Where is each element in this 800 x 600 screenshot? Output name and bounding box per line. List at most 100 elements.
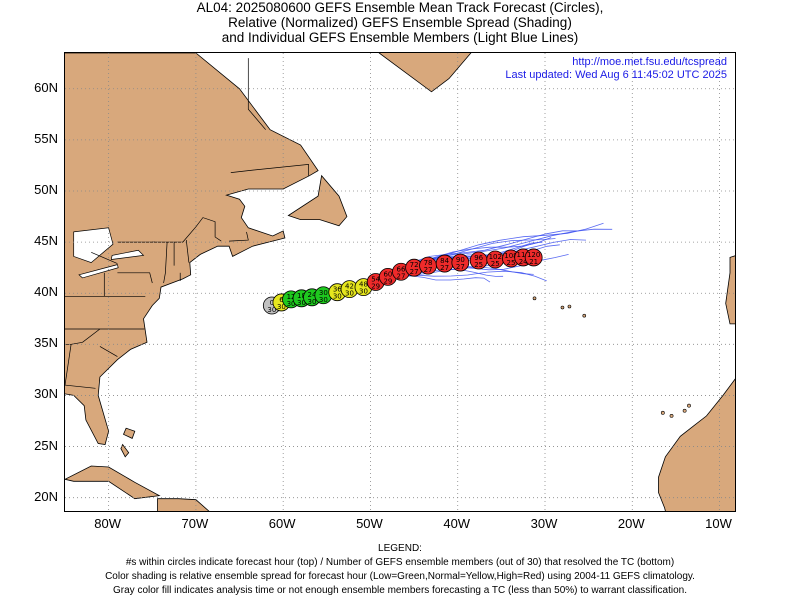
track-forecast-hour: 48 (359, 281, 368, 289)
track-member-count: 30 (319, 296, 328, 304)
credit-url: http://moe.met.fsu.edu/tcspread (572, 56, 727, 68)
canary-island (669, 413, 674, 418)
map-canvas: 0306301230183024303030363042304830542960… (65, 53, 735, 511)
cuba-land (65, 465, 161, 500)
track-forecast-hour: 12 (287, 293, 296, 301)
track-circle-shape (524, 248, 543, 267)
lat-tick-label: 30N (34, 386, 58, 402)
track-forecast-hour: 66 (397, 265, 406, 273)
lat-tick-label: 50N (34, 182, 58, 197)
map-panel: 0 30 6 30 12 30 18 30 24 30 30 30 36 30 42 30 48 30 54 29 60… (64, 52, 736, 512)
track-forecast-hour: 120 (527, 251, 540, 259)
track-member-count: 24 (519, 258, 528, 266)
political-borders (65, 58, 309, 389)
lat-tick-label: 35N (34, 335, 58, 351)
great-lake (78, 264, 119, 279)
lat-tick-label: 20N (34, 488, 58, 504)
track-forecast-hour: 18 (297, 292, 306, 300)
border-line (99, 346, 118, 357)
legend-line-1: #s within circles indicate forecast hour… (125, 557, 675, 568)
track-member-count: 30 (345, 290, 354, 298)
border-line (185, 240, 190, 263)
last-updated: Last updated: Wed Aug 6 11:45:02 UTC 202… (505, 69, 727, 81)
lon-tick-label: 30W (530, 516, 558, 531)
africa-land (658, 378, 735, 511)
track-forecast-hour: 84 (440, 257, 449, 265)
title-line-3: and Individual GEFS Ensemble Members (Li… (221, 30, 579, 45)
track-forecast-hour: 108 (504, 252, 517, 260)
border-line (65, 384, 96, 389)
track-forecast-hour: 0 (270, 299, 274, 307)
track-forecast-hour: 36 (333, 286, 342, 294)
legend-line-2: Color shading is relative ensemble sprea… (105, 571, 695, 582)
track-member-count: 25 (491, 260, 500, 268)
lon-tick-label: 40W (443, 516, 471, 531)
azores-island (532, 296, 537, 301)
track-member-count: 30 (267, 306, 276, 314)
track-member-count: 27 (440, 264, 449, 272)
azores-island (582, 313, 587, 318)
lat-tick-label: 55N (34, 130, 58, 146)
lon-tick-label: 60W (268, 516, 296, 531)
border-line (230, 164, 309, 176)
track-forecast-hour: 90 (456, 256, 465, 264)
lat-tick-label: 45N (34, 233, 58, 249)
track-member-count: 27 (456, 263, 465, 271)
border-line (247, 58, 266, 130)
north-america-land (65, 53, 319, 445)
canary-island (682, 408, 687, 413)
greenland-land (378, 53, 472, 93)
hispaniola-land (157, 498, 210, 511)
track-member-count: 29 (371, 282, 380, 290)
track-member-count: 21 (529, 258, 538, 266)
track-member-count: 25 (474, 261, 483, 269)
track-member-count: 30 (297, 299, 306, 307)
lon-tick-label: 70W (181, 516, 209, 531)
lat-tick-label: 25N (34, 437, 58, 453)
lat-lon-gridlines (65, 53, 735, 511)
track-forecast-hour: 24 (308, 291, 317, 299)
track-forecast-hour: 78 (424, 259, 433, 267)
lat-tick-label: 60N (34, 79, 58, 95)
title-line-2: Relative (Normalized) GEFS Ensemble Spre… (228, 15, 572, 30)
border-line (65, 344, 72, 386)
lon-tick-label: 80W (94, 516, 121, 531)
track-forecast-hour: 6 (279, 296, 284, 304)
track-forecast-hour: 114 (516, 251, 530, 259)
track-circle-shape (451, 253, 470, 272)
legend-heading: LEGEND: (378, 543, 422, 554)
land-masses (65, 53, 735, 511)
newfoundland-land (287, 174, 348, 227)
bahamas-land (122, 427, 136, 439)
border-line (229, 231, 249, 242)
great-lake (110, 249, 145, 260)
ensemble-mean-track: 0306301230183024303030363042304830542960… (262, 248, 543, 315)
track-member-count: 29 (383, 277, 392, 285)
track-member-count: 27 (424, 266, 433, 274)
border-line (152, 217, 222, 243)
lon-tick-label: 50W (356, 516, 383, 531)
azores-island (567, 304, 572, 309)
border-line (117, 272, 153, 284)
lat-tick-label: 40N (34, 284, 58, 300)
track-member-count: 30 (333, 293, 342, 301)
bahamas-land (120, 443, 130, 458)
track-member-count: 25 (507, 259, 516, 267)
track-forecast-hour: 102 (489, 253, 502, 261)
legend-line-3: Gray color fill indicates analysis time … (113, 585, 687, 596)
track-forecast-hour: 42 (345, 283, 354, 291)
great-lake (73, 227, 114, 263)
track-forecast-hour: 30 (319, 289, 328, 297)
canary-island (660, 410, 665, 415)
canary-island (687, 403, 691, 408)
track-member-count: 30 (277, 303, 286, 311)
track-member-count: 30 (308, 298, 317, 306)
